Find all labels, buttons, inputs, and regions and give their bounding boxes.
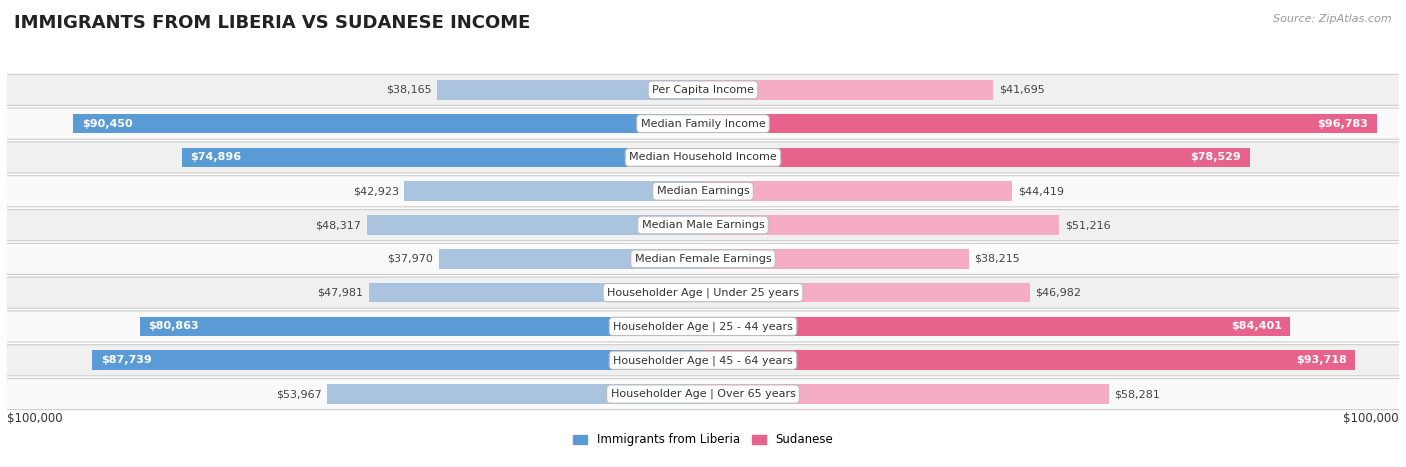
FancyBboxPatch shape (4, 243, 1402, 275)
FancyBboxPatch shape (4, 176, 1402, 207)
Text: Householder Age | 45 - 64 years: Householder Age | 45 - 64 years (613, 355, 793, 366)
Text: $93,718: $93,718 (1296, 355, 1347, 365)
Bar (405, 182, 703, 201)
Bar (703, 384, 1108, 404)
Text: $78,529: $78,529 (1191, 152, 1241, 163)
Text: Median Family Income: Median Family Income (641, 119, 765, 128)
Text: $87,739: $87,739 (101, 355, 152, 365)
Text: $44,419: $44,419 (1018, 186, 1064, 196)
Bar (368, 283, 703, 303)
Text: Median Female Earnings: Median Female Earnings (634, 254, 772, 264)
Bar (73, 114, 703, 134)
Text: $58,281: $58,281 (1114, 389, 1160, 399)
Text: IMMIGRANTS FROM LIBERIA VS SUDANESE INCOME: IMMIGRANTS FROM LIBERIA VS SUDANESE INCO… (14, 14, 530, 32)
Bar (703, 249, 969, 269)
Text: $53,967: $53,967 (276, 389, 322, 399)
Bar (703, 283, 1031, 303)
Bar (703, 215, 1060, 235)
FancyBboxPatch shape (4, 74, 1402, 106)
Bar (367, 215, 703, 235)
FancyBboxPatch shape (4, 379, 1402, 410)
Text: $90,450: $90,450 (82, 119, 132, 128)
Text: Householder Age | 25 - 44 years: Householder Age | 25 - 44 years (613, 321, 793, 332)
Bar (703, 317, 1291, 336)
Text: $48,317: $48,317 (315, 220, 361, 230)
Text: $38,215: $38,215 (974, 254, 1021, 264)
Text: $38,165: $38,165 (387, 85, 432, 95)
Text: Householder Age | Over 65 years: Householder Age | Over 65 years (610, 389, 796, 399)
Text: $41,695: $41,695 (998, 85, 1045, 95)
FancyBboxPatch shape (4, 108, 1402, 139)
FancyBboxPatch shape (4, 142, 1402, 173)
Text: $100,000: $100,000 (1343, 411, 1399, 425)
Text: $51,216: $51,216 (1064, 220, 1111, 230)
Text: $84,401: $84,401 (1232, 321, 1282, 332)
Bar (439, 249, 703, 269)
Bar (703, 350, 1355, 370)
Text: $80,863: $80,863 (149, 321, 200, 332)
Bar (141, 317, 703, 336)
Text: Householder Age | Under 25 years: Householder Age | Under 25 years (607, 287, 799, 298)
Bar (93, 350, 703, 370)
Text: $42,923: $42,923 (353, 186, 399, 196)
Bar (703, 148, 1250, 167)
Text: $96,783: $96,783 (1317, 119, 1368, 128)
Bar (703, 80, 993, 99)
Text: Source: ZipAtlas.com: Source: ZipAtlas.com (1274, 14, 1392, 24)
Bar (181, 148, 703, 167)
Text: Median Household Income: Median Household Income (628, 152, 778, 163)
FancyBboxPatch shape (4, 210, 1402, 241)
FancyBboxPatch shape (4, 345, 1402, 376)
Bar (328, 384, 703, 404)
FancyBboxPatch shape (4, 311, 1402, 342)
Text: Median Male Earnings: Median Male Earnings (641, 220, 765, 230)
Text: $47,981: $47,981 (318, 288, 364, 297)
Text: $46,982: $46,982 (1036, 288, 1081, 297)
Bar (703, 114, 1376, 134)
Text: Per Capita Income: Per Capita Income (652, 85, 754, 95)
FancyBboxPatch shape (4, 277, 1402, 308)
Bar (703, 182, 1012, 201)
Text: $74,896: $74,896 (190, 152, 242, 163)
Text: $100,000: $100,000 (7, 411, 63, 425)
Text: Median Earnings: Median Earnings (657, 186, 749, 196)
Legend: Immigrants from Liberia, Sudanese: Immigrants from Liberia, Sudanese (568, 429, 838, 451)
Bar (437, 80, 703, 99)
Text: $37,970: $37,970 (387, 254, 433, 264)
